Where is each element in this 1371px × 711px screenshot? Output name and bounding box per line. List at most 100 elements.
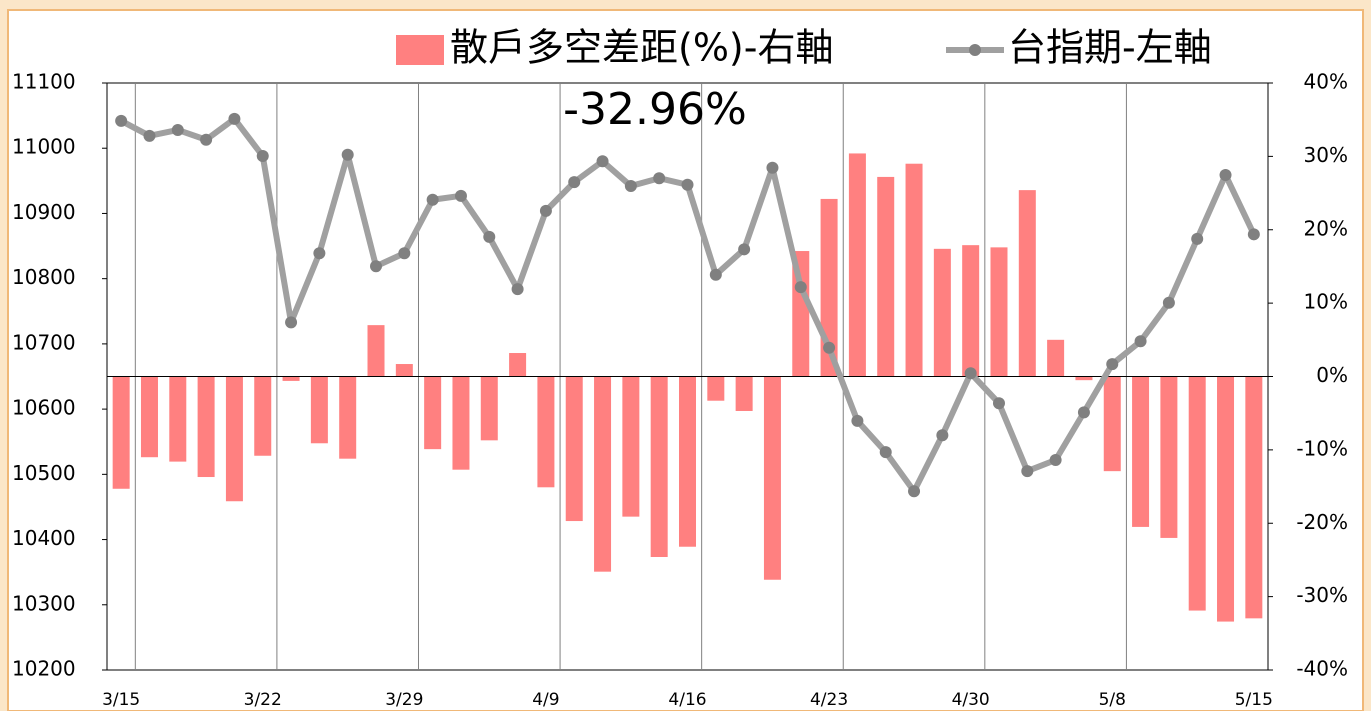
y-tick-label: 11100 xyxy=(12,70,76,94)
y-tick-label: 10800 xyxy=(12,265,76,289)
bar xyxy=(310,376,328,444)
y2-tick-label: 10% xyxy=(1304,290,1348,314)
line-marker xyxy=(228,112,241,125)
line-marker xyxy=(992,397,1005,410)
line-marker xyxy=(483,230,496,243)
bar xyxy=(1018,190,1036,377)
x-tick-label: 4/16 xyxy=(668,690,706,710)
x-tick-label: 5/8 xyxy=(1099,690,1126,710)
x-tick-label: 4/30 xyxy=(952,690,990,710)
line-marker xyxy=(624,180,637,193)
line-marker xyxy=(143,129,156,142)
y-tick-label: 11000 xyxy=(12,135,76,159)
bar xyxy=(537,376,555,488)
bar xyxy=(169,376,187,462)
x-tick-label: 3/29 xyxy=(385,690,423,710)
line-marker xyxy=(653,172,666,185)
y2-tick-label: 0% xyxy=(1316,363,1348,387)
line-marker xyxy=(879,446,892,459)
line-marker xyxy=(1021,465,1034,478)
line-marker xyxy=(1077,406,1090,419)
line-marker xyxy=(313,247,326,260)
bar xyxy=(594,376,612,572)
bar xyxy=(1103,376,1121,472)
y2-tick-label: -30% xyxy=(1296,583,1348,607)
x-tick-label: 5/15 xyxy=(1235,690,1273,710)
bar xyxy=(792,251,810,377)
line-marker xyxy=(1247,228,1260,241)
x-tick-label: 3/15 xyxy=(102,690,140,710)
y2-tick-label: -20% xyxy=(1296,510,1348,534)
bar xyxy=(679,376,696,547)
line-marker xyxy=(964,367,977,380)
bar xyxy=(480,376,498,441)
line-marker xyxy=(1134,335,1147,348)
bar xyxy=(905,163,923,377)
bar xyxy=(650,376,668,558)
chart-background xyxy=(7,9,1364,711)
line-marker xyxy=(794,281,807,294)
y-tick-label: 10400 xyxy=(12,526,76,550)
bar xyxy=(622,376,640,517)
line-marker xyxy=(823,341,836,354)
line-marker xyxy=(738,243,751,256)
line-marker xyxy=(936,429,949,442)
legend-swatch xyxy=(969,44,981,56)
bar xyxy=(282,376,300,381)
x-tick-label: 4/9 xyxy=(532,690,559,710)
y2-tick-label: 20% xyxy=(1304,216,1348,240)
legend-label: 台指期-左軸 xyxy=(1008,26,1212,70)
bar xyxy=(140,376,158,458)
x-tick-label: 3/22 xyxy=(244,690,282,710)
line-marker xyxy=(568,176,581,189)
bar xyxy=(877,176,895,377)
line-marker xyxy=(398,247,411,260)
line-marker xyxy=(681,178,694,191)
line-marker xyxy=(256,150,269,163)
bar xyxy=(509,353,527,377)
y-tick-label: 10900 xyxy=(12,200,76,224)
bar xyxy=(848,153,866,377)
line-marker xyxy=(341,148,354,161)
y-tick-label: 10200 xyxy=(12,657,76,681)
y2-tick-label: 30% xyxy=(1304,143,1348,167)
line-marker xyxy=(1219,168,1232,181)
bar xyxy=(395,364,413,377)
annotation: -32.96% xyxy=(563,84,747,135)
bar xyxy=(707,376,725,401)
bar xyxy=(962,245,980,377)
line-marker xyxy=(1106,358,1119,371)
bar xyxy=(225,376,243,502)
line-marker xyxy=(426,193,439,206)
bar xyxy=(367,325,385,377)
line-marker xyxy=(1191,232,1204,245)
line-marker xyxy=(285,316,298,329)
line-marker xyxy=(596,155,609,168)
bar xyxy=(990,247,1008,377)
bar xyxy=(933,248,951,377)
line-marker xyxy=(200,133,213,146)
legend-label: 散戶多空差距(%)-右軸 xyxy=(450,26,833,70)
line-marker xyxy=(766,161,779,174)
bar xyxy=(1132,376,1150,527)
line-marker xyxy=(1049,453,1062,466)
bar xyxy=(1075,376,1093,381)
y-tick-label: 10500 xyxy=(12,461,76,485)
line-marker xyxy=(511,283,524,296)
y-tick-label: 10700 xyxy=(12,330,76,354)
bar xyxy=(254,376,272,456)
bar xyxy=(452,376,470,470)
y2-tick-label: 40% xyxy=(1304,70,1348,94)
y-tick-label: 10300 xyxy=(12,591,76,615)
bar xyxy=(1245,376,1263,619)
bar xyxy=(1217,376,1235,622)
bar xyxy=(1188,376,1206,611)
bar xyxy=(197,376,215,478)
line-marker xyxy=(171,123,184,136)
line-marker xyxy=(1162,296,1175,309)
legend-swatch xyxy=(396,35,444,65)
bar xyxy=(1160,376,1178,538)
line-marker xyxy=(709,268,722,281)
